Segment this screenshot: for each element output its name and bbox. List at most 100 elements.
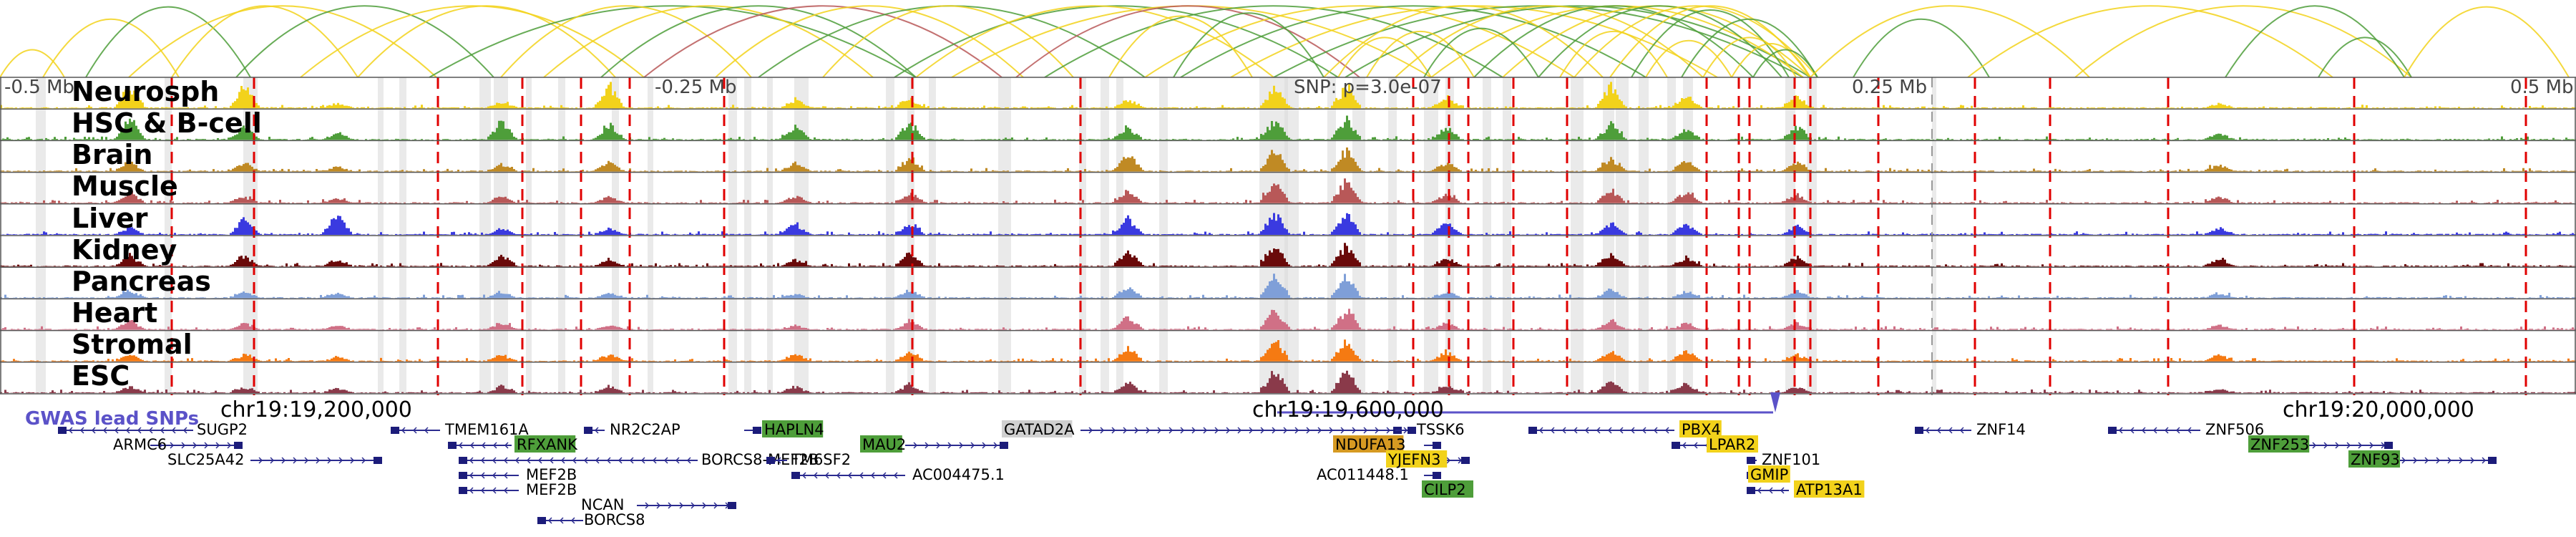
axis-right-label: 0.5 Mb: [2510, 77, 2574, 98]
exon-block: [374, 457, 382, 464]
strand-arrow: [947, 442, 952, 449]
strand-arrow: [982, 442, 987, 449]
gene-6: BORCS8-MEF2B: [459, 451, 819, 468]
strand-arrow: [1169, 427, 1174, 434]
snp-lines: [170, 77, 2527, 395]
gene-12: TM6SF2: [766, 451, 851, 468]
strand-arrow: [492, 442, 497, 449]
strand-arrow: [504, 442, 509, 449]
strand-arrow: [514, 457, 519, 464]
signal-9: [0, 370, 2576, 393]
strand-arrow: [481, 442, 486, 449]
strand-arrow: [171, 427, 176, 434]
gene-label: LPAR2: [1709, 436, 1755, 453]
strand-arrow: [2401, 457, 2406, 464]
strand-arrow: [215, 442, 220, 449]
gene-label: ATP13A1: [1796, 481, 1863, 498]
strand-arrow: [148, 427, 153, 434]
strand-arrow: [412, 427, 417, 434]
strand-arrow: [458, 442, 463, 449]
strand-arrow: [1630, 427, 1635, 434]
strand-arrow: [1619, 427, 1624, 434]
track-label-neurosph: Neurosph: [72, 76, 219, 107]
interaction-arc: [894, 5, 1339, 78]
gene-8: MEF2B: [459, 481, 577, 498]
interaction-arc: [85, 6, 251, 78]
strand-arrow: [338, 457, 343, 464]
exon-block: [58, 427, 67, 434]
strand-arrow: [304, 457, 309, 464]
interaction-arc: [1366, 30, 1475, 78]
coord-label-3: chr19:20,000,000: [2283, 397, 2474, 422]
exon-block: [1433, 442, 1441, 449]
interaction-arc: [1423, 27, 1539, 78]
gene-highlight: [1679, 420, 1722, 437]
gene-29: ZNF93: [2348, 450, 2497, 468]
exon-block: [1000, 442, 1008, 449]
strand-arrow: [1403, 427, 1408, 434]
track-label-hsc: HSC & B-cell: [72, 107, 262, 139]
interaction-arc: [235, 5, 494, 78]
signal-tracks: [0, 82, 2576, 393]
gene-11: HAPLN4: [744, 420, 824, 438]
strand-arrow: [824, 472, 829, 479]
strand-arrow: [882, 472, 887, 479]
exon-block: [753, 427, 761, 434]
exon-block: [1433, 472, 1441, 479]
gene-label: YJEFN3: [1387, 451, 1440, 468]
strand-arrow: [2470, 457, 2475, 464]
interaction-arc: [2225, 5, 2405, 78]
exon-block: [791, 472, 800, 479]
strand-arrow: [469, 487, 474, 494]
strand-arrow: [836, 472, 841, 479]
strand-arrow: [258, 457, 263, 464]
strand-arrow: [1538, 427, 1543, 434]
strand-arrow: [1123, 427, 1128, 434]
strand-arrow: [1237, 427, 1242, 434]
interaction-arc: [171, 5, 358, 78]
gene-highlight: [1422, 480, 1473, 498]
strand-arrow: [1260, 427, 1265, 434]
strand-arrow: [2152, 427, 2157, 434]
signal-7: [0, 309, 2576, 330]
strand-arrow: [281, 457, 286, 464]
strand-arrow: [1157, 427, 1162, 434]
gene-label: ZNF253: [2250, 436, 2309, 453]
strand-arrow: [1329, 427, 1334, 434]
strand-arrow: [606, 457, 611, 464]
interaction-arc: [2404, 6, 2570, 78]
track-label-esc: ESC: [72, 360, 130, 392]
strand-arrow: [2187, 427, 2192, 434]
gene-27: ZNF506: [2108, 421, 2264, 438]
strand-arrow: [1294, 427, 1299, 434]
gene-0: SUGP2: [58, 421, 248, 438]
strand-arrow: [492, 472, 497, 479]
strand-arrow: [327, 457, 332, 464]
axis-left-label: -0.5 Mb: [4, 77, 74, 98]
gwas-snp-marker: [1277, 392, 1780, 414]
strand-arrow: [893, 472, 898, 479]
interaction-arc: [429, 5, 917, 78]
strand-arrow: [583, 457, 588, 464]
strand-arrow: [204, 442, 209, 449]
gene-28: ZNF253: [2248, 435, 2393, 453]
strand-arrow: [1283, 427, 1288, 434]
strand-arrow: [480, 487, 485, 494]
strand-arrow: [560, 457, 565, 464]
track-label-muscle: Muscle: [72, 170, 178, 202]
interaction-arc: [1967, 5, 2333, 78]
strand-arrow: [1386, 427, 1391, 434]
strand-arrow: [549, 457, 554, 464]
interaction-arc: [715, 5, 1024, 78]
interaction-arc: [1752, 49, 1818, 78]
gene-highlight: [2348, 450, 2400, 468]
strand-arrow: [1088, 427, 1093, 434]
exon-block: [234, 442, 243, 449]
strand-arrow: [847, 472, 852, 479]
gene-highlight: [2248, 435, 2310, 453]
strand-arrow: [2175, 427, 2180, 434]
exon-block: [1747, 457, 1755, 464]
track-label-stromal: Stromal: [72, 329, 192, 360]
strand-arrow: [1550, 427, 1555, 434]
strand-arrow: [1607, 427, 1612, 434]
